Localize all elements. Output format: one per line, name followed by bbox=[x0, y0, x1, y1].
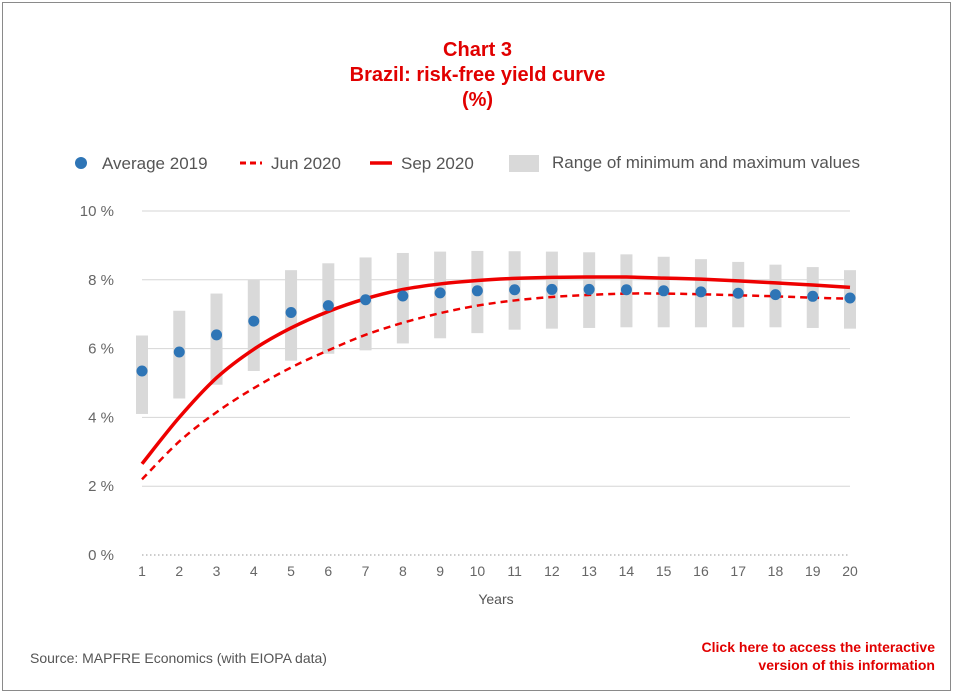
average-2019-point bbox=[397, 290, 409, 302]
interactive-link-line1: Click here to access the interactive bbox=[701, 639, 935, 655]
average-2019-point bbox=[136, 365, 148, 377]
average-2019-point bbox=[807, 290, 819, 302]
x-tick-label: 16 bbox=[693, 563, 709, 579]
y-tick-label: 8 % bbox=[88, 272, 114, 289]
average-2019-point bbox=[732, 287, 744, 299]
x-tick-label: 6 bbox=[324, 563, 332, 579]
legend-average-label: Average 2019 bbox=[102, 154, 208, 173]
x-tick-label: 1 bbox=[138, 563, 146, 579]
x-tick-label: 15 bbox=[656, 563, 672, 579]
x-tick-label: 11 bbox=[507, 563, 522, 579]
average-2019-point bbox=[844, 292, 856, 304]
x-tick-label: 20 bbox=[842, 563, 858, 579]
y-tick-label: 2 % bbox=[88, 478, 114, 495]
series-line-sep-2020 bbox=[140, 275, 851, 465]
chart-title-line2: Brazil: risk-free yield curve bbox=[349, 64, 606, 86]
average-2019-point bbox=[285, 306, 297, 318]
average-2019-point bbox=[658, 285, 670, 297]
y-tick-label: 0 % bbox=[88, 547, 114, 564]
x-tick-label: 14 bbox=[619, 563, 635, 579]
average-2019-point bbox=[546, 283, 558, 295]
chart-title: Chart 3 Brazil: risk-free yield curve (%… bbox=[0, 38, 955, 113]
x-tick-label: 18 bbox=[768, 563, 784, 579]
average-dots bbox=[136, 283, 856, 377]
y-tick-label: 10 % bbox=[80, 203, 114, 220]
legend-jun-label: Jun 2020 bbox=[271, 154, 341, 173]
y-axis: 0 % 2 % 4 % 6 % 8 % 10 % bbox=[80, 203, 114, 564]
x-tick-label: 7 bbox=[362, 563, 370, 579]
chart-title-line1: Chart 3 bbox=[443, 39, 512, 61]
legend-range-marker bbox=[509, 155, 539, 172]
x-tick-label: 4 bbox=[250, 563, 258, 579]
legend-range-label: Range of minimum and maximum values bbox=[552, 153, 860, 172]
x-tick-label: 5 bbox=[287, 563, 295, 579]
source-note: Source: MAPFRE Economics (with EIOPA dat… bbox=[30, 650, 327, 666]
x-axis-title: Years bbox=[478, 591, 513, 607]
legend-sep-label: Sep 2020 bbox=[401, 154, 474, 173]
x-tick-label: 19 bbox=[805, 563, 821, 579]
x-tick-label: 9 bbox=[436, 563, 444, 579]
average-2019-point bbox=[509, 284, 521, 296]
interactive-version-link[interactable]: Click here to access the interactive ver… bbox=[702, 638, 935, 674]
chart-title-line3: (%) bbox=[461, 89, 494, 111]
x-tick-label: 2 bbox=[175, 563, 183, 579]
x-tick-label: 10 bbox=[470, 563, 486, 579]
average-2019-point bbox=[695, 286, 707, 298]
average-2019-point bbox=[211, 329, 223, 341]
legend-average-marker bbox=[75, 157, 87, 169]
x-tick-label: 3 bbox=[213, 563, 221, 579]
y-tick-label: 6 % bbox=[88, 341, 114, 358]
range-bars bbox=[136, 250, 856, 414]
legend: Average 2019 Jun 2020 Sep 2020 Range of … bbox=[75, 153, 860, 173]
average-2019-point bbox=[360, 294, 372, 306]
x-tick-label: 12 bbox=[544, 563, 560, 579]
y-tick-label: 4 % bbox=[88, 409, 114, 426]
average-2019-point bbox=[769, 289, 781, 301]
average-2019-point bbox=[583, 283, 595, 295]
x-tick-label: 17 bbox=[730, 563, 746, 579]
average-2019-point bbox=[620, 284, 632, 296]
average-2019-point bbox=[322, 300, 334, 312]
x-tick-label: 13 bbox=[581, 563, 597, 579]
average-2019-point bbox=[471, 285, 483, 297]
interactive-link-line2: version of this information bbox=[758, 657, 935, 673]
x-tick-label: 8 bbox=[399, 563, 407, 579]
x-axis: 1 2 3 4 5 6 7 8 9 10 11 12 13 14 15 16 17 18 19 20 bbox=[138, 563, 858, 579]
average-2019-point bbox=[248, 315, 260, 327]
average-2019-point bbox=[434, 287, 446, 299]
average-2019-point bbox=[173, 346, 185, 358]
